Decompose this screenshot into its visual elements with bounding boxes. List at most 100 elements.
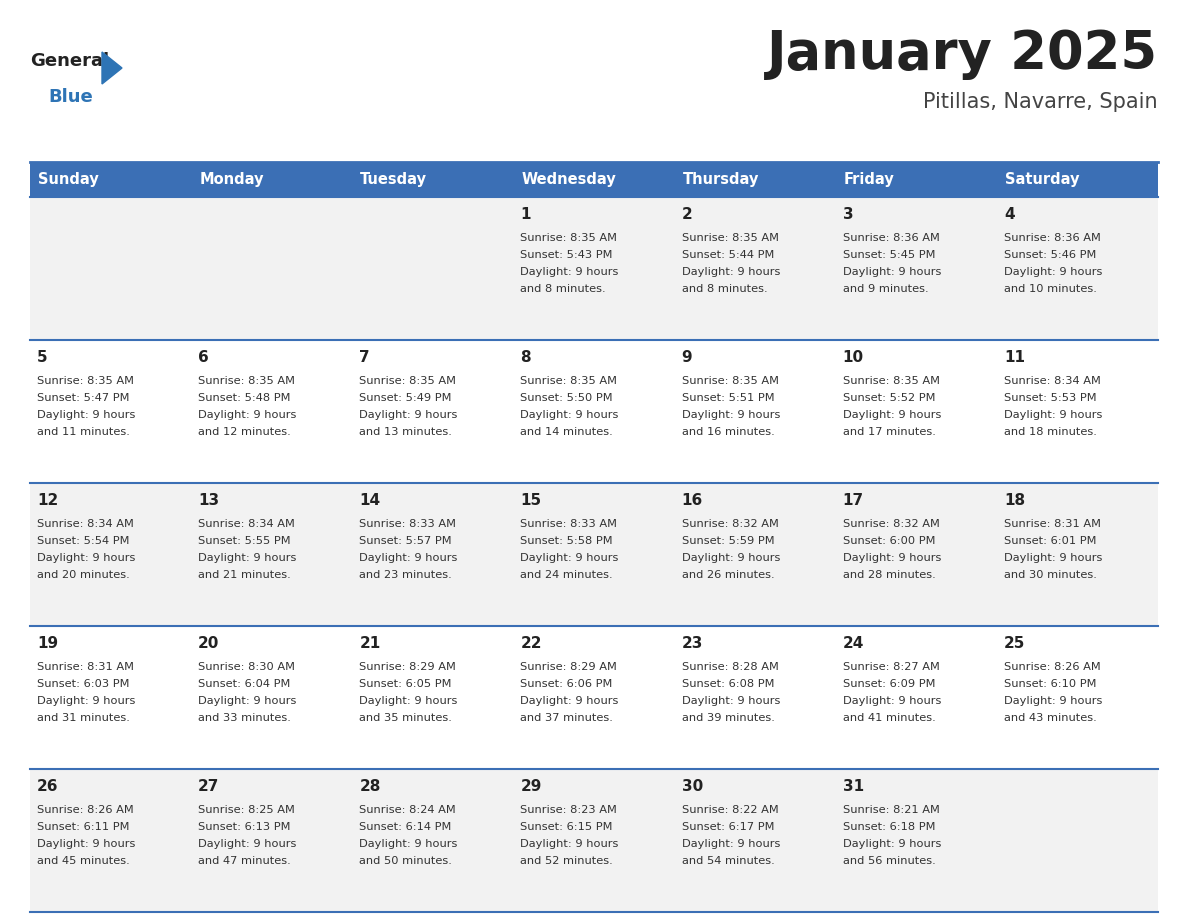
Text: Sunset: 6:17 PM: Sunset: 6:17 PM (682, 822, 775, 832)
Text: Daylight: 9 hours: Daylight: 9 hours (1004, 696, 1102, 706)
Text: Sunrise: 8:35 AM: Sunrise: 8:35 AM (37, 376, 134, 386)
Text: and 28 minutes.: and 28 minutes. (842, 570, 935, 580)
Text: Sunset: 5:44 PM: Sunset: 5:44 PM (682, 250, 773, 260)
Text: and 33 minutes.: and 33 minutes. (198, 713, 291, 723)
Text: 29: 29 (520, 779, 542, 794)
Text: Pitillas, Navarre, Spain: Pitillas, Navarre, Spain (923, 92, 1158, 112)
Text: 11: 11 (1004, 350, 1025, 365)
Text: Daylight: 9 hours: Daylight: 9 hours (842, 553, 941, 563)
Bar (513, 162, 675, 197)
Text: Sunrise: 8:29 AM: Sunrise: 8:29 AM (520, 662, 618, 672)
Text: and 8 minutes.: and 8 minutes. (520, 284, 606, 294)
Text: Sunset: 6:14 PM: Sunset: 6:14 PM (359, 822, 451, 832)
Text: Daylight: 9 hours: Daylight: 9 hours (520, 410, 619, 420)
Text: Sunset: 5:49 PM: Sunset: 5:49 PM (359, 393, 451, 403)
Text: 1: 1 (520, 207, 531, 222)
Text: Daylight: 9 hours: Daylight: 9 hours (198, 410, 297, 420)
Text: and 35 minutes.: and 35 minutes. (359, 713, 453, 723)
Text: and 23 minutes.: and 23 minutes. (359, 570, 453, 580)
Text: Friday: Friday (843, 172, 895, 187)
Text: January 2025: January 2025 (767, 28, 1158, 80)
Text: Sunset: 6:11 PM: Sunset: 6:11 PM (37, 822, 129, 832)
Text: 3: 3 (842, 207, 853, 222)
Bar (30, 340, 1158, 483)
Text: 23: 23 (682, 636, 703, 651)
Bar (835, 162, 997, 197)
Text: Sunset: 5:58 PM: Sunset: 5:58 PM (520, 536, 613, 546)
Text: Sunset: 6:01 PM: Sunset: 6:01 PM (1004, 536, 1097, 546)
Text: Daylight: 9 hours: Daylight: 9 hours (37, 410, 135, 420)
Text: and 16 minutes.: and 16 minutes. (682, 427, 775, 437)
Text: 16: 16 (682, 493, 703, 508)
Text: Sunset: 5:45 PM: Sunset: 5:45 PM (842, 250, 935, 260)
Text: Daylight: 9 hours: Daylight: 9 hours (198, 553, 297, 563)
Text: 14: 14 (359, 493, 380, 508)
Text: Daylight: 9 hours: Daylight: 9 hours (842, 696, 941, 706)
Text: 30: 30 (682, 779, 703, 794)
Text: Sunset: 6:15 PM: Sunset: 6:15 PM (520, 822, 613, 832)
Text: Sunset: 5:47 PM: Sunset: 5:47 PM (37, 393, 129, 403)
Text: Sunday: Sunday (38, 172, 99, 187)
Text: Sunrise: 8:35 AM: Sunrise: 8:35 AM (682, 233, 778, 243)
Text: Daylight: 9 hours: Daylight: 9 hours (520, 267, 619, 277)
Text: Sunset: 5:59 PM: Sunset: 5:59 PM (682, 536, 775, 546)
Text: Sunset: 6:06 PM: Sunset: 6:06 PM (520, 679, 613, 689)
Text: Sunrise: 8:35 AM: Sunrise: 8:35 AM (198, 376, 295, 386)
Text: Sunrise: 8:33 AM: Sunrise: 8:33 AM (359, 519, 456, 529)
Text: Sunrise: 8:23 AM: Sunrise: 8:23 AM (520, 805, 618, 815)
Text: Daylight: 9 hours: Daylight: 9 hours (520, 696, 619, 706)
Text: Daylight: 9 hours: Daylight: 9 hours (520, 839, 619, 849)
Text: and 43 minutes.: and 43 minutes. (1004, 713, 1097, 723)
Text: 7: 7 (359, 350, 369, 365)
Text: Sunset: 5:48 PM: Sunset: 5:48 PM (198, 393, 291, 403)
Text: and 20 minutes.: and 20 minutes. (37, 570, 129, 580)
Text: and 21 minutes.: and 21 minutes. (198, 570, 291, 580)
Text: Sunset: 5:53 PM: Sunset: 5:53 PM (1004, 393, 1097, 403)
Text: and 52 minutes.: and 52 minutes. (520, 856, 613, 866)
Text: Sunrise: 8:35 AM: Sunrise: 8:35 AM (682, 376, 778, 386)
Text: Daylight: 9 hours: Daylight: 9 hours (842, 839, 941, 849)
Text: 18: 18 (1004, 493, 1025, 508)
Bar (675, 162, 835, 197)
Text: Sunrise: 8:34 AM: Sunrise: 8:34 AM (37, 519, 134, 529)
Text: and 47 minutes.: and 47 minutes. (198, 856, 291, 866)
Text: Daylight: 9 hours: Daylight: 9 hours (359, 553, 457, 563)
Text: 9: 9 (682, 350, 693, 365)
Text: 26: 26 (37, 779, 58, 794)
Text: Thursday: Thursday (683, 172, 759, 187)
Bar (997, 162, 1158, 197)
Text: Sunrise: 8:22 AM: Sunrise: 8:22 AM (682, 805, 778, 815)
Text: Sunrise: 8:34 AM: Sunrise: 8:34 AM (1004, 376, 1101, 386)
Text: Daylight: 9 hours: Daylight: 9 hours (682, 839, 781, 849)
Text: Sunset: 6:03 PM: Sunset: 6:03 PM (37, 679, 129, 689)
Text: 15: 15 (520, 493, 542, 508)
Text: Sunrise: 8:33 AM: Sunrise: 8:33 AM (520, 519, 618, 529)
Text: Daylight: 9 hours: Daylight: 9 hours (359, 696, 457, 706)
Text: Sunrise: 8:31 AM: Sunrise: 8:31 AM (37, 662, 134, 672)
Text: Sunrise: 8:35 AM: Sunrise: 8:35 AM (359, 376, 456, 386)
Bar (30, 483, 1158, 626)
Text: 25: 25 (1004, 636, 1025, 651)
Text: 24: 24 (842, 636, 864, 651)
Text: Sunset: 6:09 PM: Sunset: 6:09 PM (842, 679, 935, 689)
Text: Sunset: 5:51 PM: Sunset: 5:51 PM (682, 393, 775, 403)
Text: Daylight: 9 hours: Daylight: 9 hours (1004, 267, 1102, 277)
Text: Sunrise: 8:36 AM: Sunrise: 8:36 AM (1004, 233, 1101, 243)
Text: 4: 4 (1004, 207, 1015, 222)
Text: Blue: Blue (48, 88, 93, 106)
Text: and 50 minutes.: and 50 minutes. (359, 856, 453, 866)
Text: and 54 minutes.: and 54 minutes. (682, 856, 775, 866)
Text: and 9 minutes.: and 9 minutes. (842, 284, 928, 294)
Bar (191, 162, 353, 197)
Text: Sunset: 5:46 PM: Sunset: 5:46 PM (1004, 250, 1097, 260)
Text: Daylight: 9 hours: Daylight: 9 hours (1004, 553, 1102, 563)
Text: Daylight: 9 hours: Daylight: 9 hours (842, 267, 941, 277)
Text: Sunrise: 8:35 AM: Sunrise: 8:35 AM (842, 376, 940, 386)
Text: Tuesday: Tuesday (360, 172, 428, 187)
Text: Sunrise: 8:31 AM: Sunrise: 8:31 AM (1004, 519, 1101, 529)
Text: General: General (30, 52, 109, 70)
Text: 28: 28 (359, 779, 380, 794)
Text: Sunrise: 8:29 AM: Sunrise: 8:29 AM (359, 662, 456, 672)
Text: Sunset: 6:05 PM: Sunset: 6:05 PM (359, 679, 451, 689)
Text: Sunrise: 8:28 AM: Sunrise: 8:28 AM (682, 662, 778, 672)
